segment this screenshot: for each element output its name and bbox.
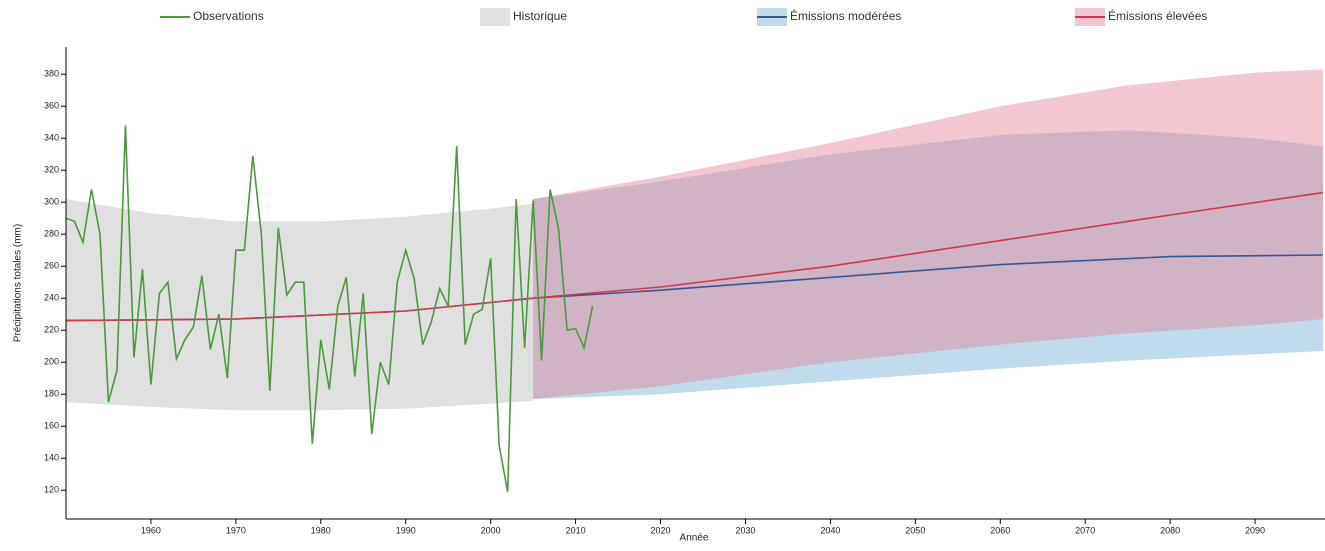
legend-label: Observations [193,9,264,23]
y-tick-label: 220 [44,325,59,335]
y-tick-label: 340 [44,133,59,143]
y-tick-label: 160 [44,421,59,431]
legend-label: Historique [513,9,567,23]
y-tick-label: 140 [44,453,59,463]
x-tick-label: 2060 [990,525,1010,535]
legend-label: Émissions élevées [1108,8,1207,23]
legend-label: Émissions modérées [790,8,901,23]
x-tick-label: 2030 [735,525,755,535]
legend-swatch [480,8,510,26]
x-tick-label: 1980 [311,525,331,535]
plot-area [66,69,1324,492]
x-tick-label: 2010 [566,525,586,535]
y-tick-label: 200 [44,357,59,367]
y-tick-label: 360 [44,101,59,111]
x-tick-label: 1960 [141,525,161,535]
y-tick-label: 180 [44,389,59,399]
x-tick-label: 1990 [396,525,416,535]
x-tick-label: 2080 [1160,525,1180,535]
y-axis-label: Précipitations totales (mm) [13,224,24,342]
x-tick-label: 2090 [1245,525,1265,535]
y-tick-label: 280 [44,229,59,239]
x-tick-label: 2040 [820,525,840,535]
y-tick-label: 120 [44,485,59,495]
y-tick-label: 300 [44,197,59,207]
y-tick-label: 320 [44,165,59,175]
band [533,130,1323,399]
x-tick-label: 1970 [226,525,246,535]
x-tick-label: 2000 [481,525,501,535]
x-tick-label: 2050 [905,525,925,535]
x-tick-label: 2070 [1075,525,1095,535]
band [66,199,534,411]
y-tick-label: 240 [44,293,59,303]
band [533,69,1323,400]
y-tick-label: 380 [44,69,59,79]
x-axis-label: Année [680,533,709,544]
line [66,191,1324,322]
line [66,125,594,492]
y-tick-label: 260 [44,261,59,271]
x-tick-label: 2020 [651,525,671,535]
